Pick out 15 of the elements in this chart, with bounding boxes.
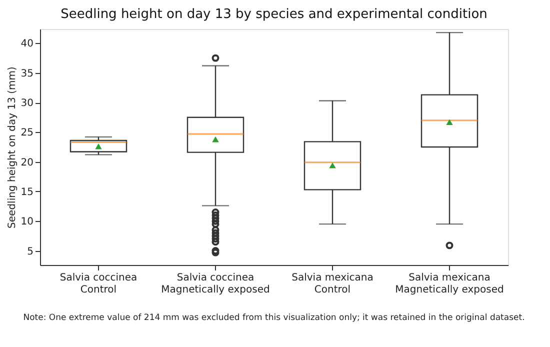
y-tick-label: 5 (27, 246, 34, 258)
text: Note: One extreme value of 214 mm was excluded from this visualization only; it was retained in the original dataset. (23, 313, 525, 323)
x-tick-label: Salvia mexicana Magnetically exposed (395, 272, 504, 296)
y-tick-label: 20 (20, 157, 34, 168)
y-tick-label: 40 (20, 38, 34, 50)
y-axis-title: Seedling height on day 13 (mm) (6, 66, 18, 228)
x-tick-label: Salvia coccinea Control (60, 272, 138, 296)
y-tick-label: 10 (20, 216, 34, 228)
x-tick-label: Salvia coccinea Magnetically exposed (161, 272, 270, 296)
y-tick-label: 30 (20, 98, 34, 110)
chart-title: Seedling height on day 13 by species and experimental condition (60, 7, 488, 22)
y-tick-label: 35 (20, 68, 34, 80)
y-tick-label: 25 (20, 128, 34, 139)
x-tick-label: Salvia mexicana Control (292, 272, 374, 296)
y-tick-label: 15 (20, 186, 34, 198)
